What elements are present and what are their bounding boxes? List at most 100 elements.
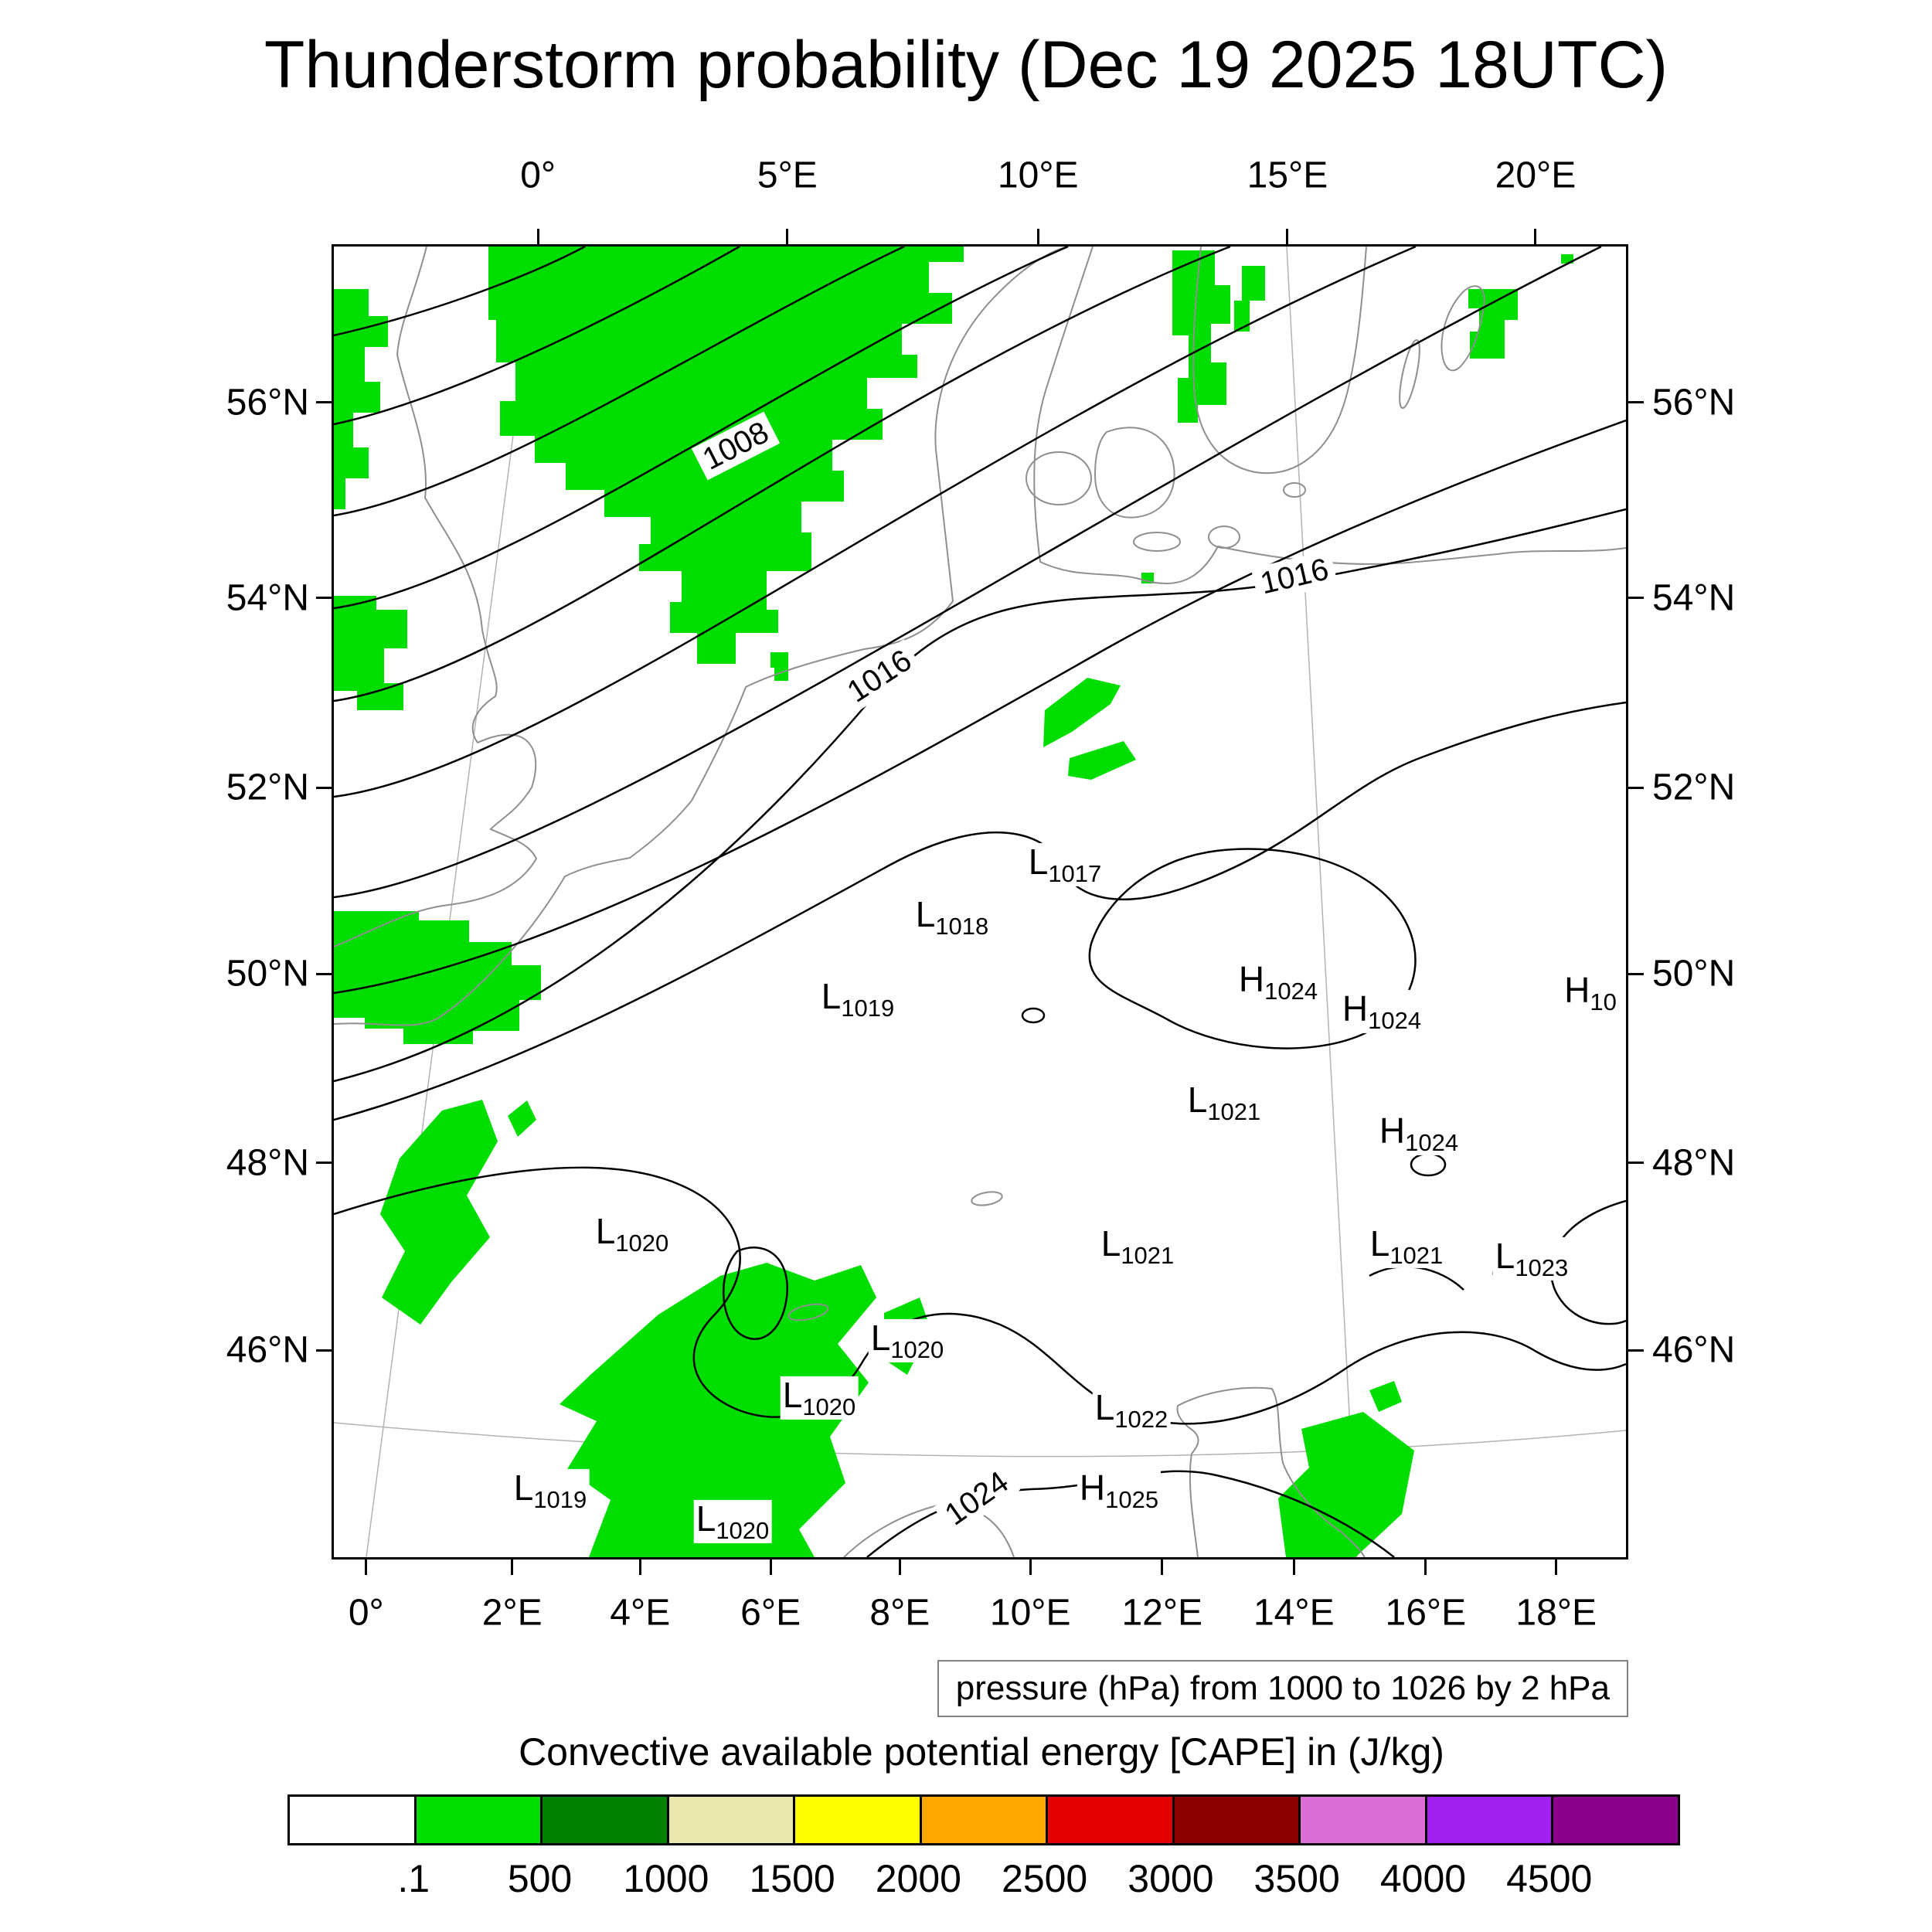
tick-mark-bottom [1555, 1560, 1558, 1575]
cape-region [334, 596, 407, 710]
cape-region [1278, 1412, 1414, 1557]
pressure-letter: H [1379, 1110, 1406, 1151]
lon-label-bottom: 8°E [869, 1592, 930, 1634]
tick-mark-bottom [898, 1560, 901, 1575]
pressure-letter: L [1094, 1386, 1115, 1427]
pressure-value: 1018 [935, 913, 989, 940]
pressure-letter: H [1238, 958, 1265, 999]
isobar-fragment [1369, 1265, 1464, 1291]
pressure-center-label: L1021 [1185, 1079, 1264, 1126]
lat-label-right: 50°N [1652, 953, 1736, 995]
tick-mark-bottom [1292, 1560, 1295, 1575]
lat-label-left: 54°N [226, 577, 309, 619]
cape-region [1468, 289, 1518, 359]
cape-region [1234, 266, 1265, 332]
pressure-value: 1019 [533, 1486, 587, 1514]
colorbar-tick-label: 3500 [1253, 1857, 1340, 1900]
tick-mark-left [316, 1162, 332, 1164]
pressure-center-label: L1018 [913, 895, 992, 940]
tick-mark-top [1534, 229, 1537, 244]
pressure-value: 1025 [1105, 1486, 1159, 1514]
tick-mark-right [1628, 401, 1644, 404]
island-bornholm [1283, 482, 1306, 498]
colorbar-tick-label: 1000 [623, 1857, 709, 1900]
tick-mark-right [1628, 597, 1644, 600]
pressure-value: 1024 [1368, 1007, 1422, 1035]
lon-label-top: 10°E [997, 155, 1079, 196]
pressure-value: 1020 [890, 1336, 944, 1364]
pressure-letter: H [1564, 969, 1590, 1010]
lat-label-right: 52°N [1652, 767, 1736, 808]
tick-mark-left [316, 786, 332, 789]
cape-patches [334, 247, 1573, 1557]
tick-mark-top [536, 229, 539, 244]
colorbar-cell [1174, 1797, 1301, 1843]
pressure-value: 1021 [1207, 1098, 1261, 1126]
pressure-center-label: L1022 [1092, 1386, 1171, 1433]
colorbar-cell [290, 1797, 417, 1843]
isobar-1016 [334, 508, 1626, 1083]
pressure-center-label: H10 [1562, 971, 1619, 1015]
tick-mark-bottom [511, 1560, 514, 1575]
pressure-center-label: L1023 [1492, 1235, 1571, 1282]
tick-mark-top [1286, 229, 1289, 244]
pressure-center-label: H1024 [1339, 989, 1424, 1035]
tick-mark-bottom [1161, 1560, 1164, 1575]
isobar-fragment [1549, 1199, 1626, 1325]
tick-mark-bottom [769, 1560, 772, 1575]
tick-mark-left [316, 972, 332, 975]
tick-mark-right [1628, 1349, 1644, 1352]
weather-map-canvas [334, 247, 1626, 1557]
pressure-center-label: H1024 [1376, 1110, 1461, 1156]
lon-label-bottom: 0° [348, 1592, 384, 1634]
pressure-value: 1020 [615, 1230, 669, 1257]
pressure-letter: L [1187, 1079, 1208, 1120]
lon-label-top: 20°E [1495, 155, 1577, 196]
cape-region [770, 652, 788, 681]
lon-label-bottom: 12°E [1121, 1592, 1203, 1634]
isobar-1022-loop [1088, 848, 1417, 1049]
colorbar-tick-label: 1500 [749, 1857, 835, 1900]
pressure-value: 1024 [1264, 978, 1318, 1005]
pressure-value: 10 [1590, 988, 1617, 1016]
page-title: Thunderstorm probability (Dec 19 2025 18… [264, 28, 1668, 102]
isobar [334, 247, 905, 517]
lat-label-left: 50°N [226, 953, 309, 995]
coastline-sweden [1192, 247, 1367, 474]
lat-label-right: 56°N [1652, 382, 1736, 423]
colorbar [287, 1794, 1680, 1845]
tick-mark-bottom [1029, 1560, 1032, 1575]
cape-region [380, 1100, 498, 1325]
coastlines [334, 247, 1626, 1557]
isobar [334, 247, 1069, 610]
pressure-letter: L [1495, 1235, 1515, 1276]
colorbar-tick-label: .1 [397, 1857, 430, 1900]
isobar [334, 247, 1417, 798]
weather-map [332, 244, 1628, 1560]
isobar-small-loop [723, 1247, 788, 1340]
colorbar-title: Convective available potential energy [C… [519, 1730, 1444, 1774]
pressure-letter: L [696, 1498, 716, 1539]
cape-region [334, 911, 541, 1044]
pressure-center-label: H1025 [1077, 1467, 1162, 1514]
lon-label-bottom: 4°E [610, 1592, 671, 1634]
colorbar-cell [1427, 1797, 1554, 1843]
pressure-center-label: L1020 [780, 1376, 859, 1420]
pressure-letter: H [1079, 1467, 1106, 1508]
isobar-1008 [334, 247, 1231, 702]
tick-mark-bottom [365, 1560, 368, 1575]
colorbar-cell [543, 1797, 669, 1843]
pressure-center-label: L1020 [693, 1498, 772, 1544]
island-oland [1399, 338, 1420, 410]
pressure-value: 1023 [1515, 1254, 1569, 1282]
cape-region [1172, 250, 1230, 423]
tick-mark-left [316, 1349, 332, 1352]
lon-label-bottom: 2°E [481, 1592, 543, 1634]
island-zealand [1094, 427, 1175, 519]
colorbar-tick-label: 4500 [1506, 1857, 1593, 1900]
isobar [334, 247, 586, 337]
lon-label-bottom: 14°E [1253, 1592, 1335, 1634]
isobar [334, 247, 1602, 899]
island-funen [1026, 451, 1092, 505]
coastline-uk [334, 247, 538, 947]
